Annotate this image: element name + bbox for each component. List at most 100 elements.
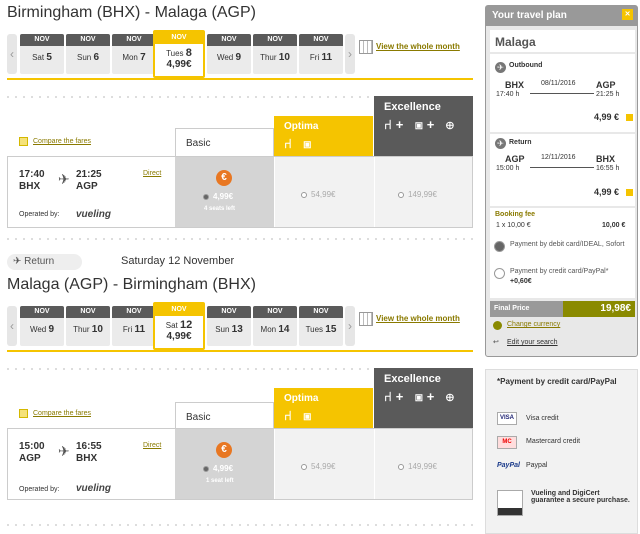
compare-fares-link[interactable]: Compare the fares (33, 410, 91, 417)
fare-header-optima[interactable]: Optima ⑁ ▣ (274, 116, 373, 156)
change-currency-link[interactable]: Change currency (507, 321, 561, 328)
digicert-icon (497, 490, 523, 516)
date-cell[interactable]: NOV Sat 5 (20, 34, 64, 74)
date-cell-selected[interactable]: NOV Sat 12 4,99€ (153, 302, 205, 350)
departure-code: BHX (19, 181, 41, 192)
operated-by-label: Operated by: (19, 486, 60, 493)
calendar-icon[interactable] (359, 40, 373, 54)
plane-icon: ✈ (13, 256, 25, 267)
plan-destination: Malaga (490, 30, 635, 52)
direct-link[interactable]: Direct (143, 442, 162, 449)
fare-option-excellence[interactable]: 149,99€ (375, 157, 472, 227)
visa-icon: VISA (497, 412, 517, 425)
back-arrow-icon: ↩ (493, 339, 499, 346)
return-price: 4,99 € (594, 187, 620, 197)
radio-icon[interactable] (494, 268, 505, 279)
prev-dates-arrow[interactable]: ‹ (7, 34, 17, 74)
whole-month-link[interactable]: View the whole month (376, 42, 460, 51)
return-route-title: Malaga (AGP) - Birmingham (BHX) (7, 276, 256, 293)
plane-icon: ✈ (495, 62, 506, 73)
next-dates-arrow[interactable]: › (345, 34, 355, 74)
divider (7, 368, 473, 370)
outbound-route-title: Birmingham (BHX) - Malaga (AGP) (7, 4, 256, 21)
edit-search-link[interactable]: Edit your search (507, 339, 558, 346)
selected-fare-icon: € (216, 170, 232, 186)
date-cell[interactable]: NOV Thur 10 (66, 306, 110, 346)
close-icon[interactable]: ✕ (622, 9, 633, 20)
final-price-bar: Final Price 19,98€ (490, 301, 635, 317)
compare-fares-link[interactable]: Compare the fares (33, 138, 91, 145)
arrival-time: 21:25 (76, 169, 102, 180)
prev-dates-arrow[interactable]: ‹ (7, 306, 17, 346)
selected-fare-icon: € (216, 442, 232, 458)
radio-icon[interactable] (301, 191, 307, 198)
fare-header-basic[interactable]: Basic (175, 128, 274, 156)
date-cell[interactable]: NOV Thur 10 (253, 34, 297, 74)
return-flight-row: 15:00 AGP ✈ 16:55 BHX Direct Operated by… (7, 428, 473, 500)
date-cell[interactable]: NOV Fri 11 (112, 306, 156, 346)
departure-time: 17:40 (19, 169, 45, 180)
plan-booking-fee: Booking fee 1 x 10,00 € 10,00 € Payment … (490, 208, 635, 298)
currency-icon (493, 321, 502, 330)
fare-header-excellence[interactable]: Excellence ⑁+ ▣+ ⊕ (374, 368, 473, 428)
seat-luggage-icons: ⑁ ▣ (284, 136, 316, 151)
seats-left: 1 seat left (206, 478, 234, 484)
radio-icon[interactable] (398, 463, 404, 470)
date-cell[interactable]: NOV Wed 9 (20, 306, 64, 346)
radio-icon[interactable] (203, 193, 209, 200)
carrier-logo: vueling (76, 209, 112, 220)
fare-option-optima[interactable]: 54,99€ (275, 429, 374, 499)
whole-month-link[interactable]: View the whole month (376, 314, 460, 323)
plane-icon: ✈ (495, 138, 506, 149)
travel-plan-header: Your travel plan ✕ (486, 6, 637, 26)
date-cell[interactable]: NOV Fri 11 (299, 34, 343, 74)
radio-icon[interactable] (203, 465, 209, 472)
outbound-price: 4,99 € (594, 112, 620, 122)
seat-luggage-icons: ⑁+ ▣+ ⊕ (384, 389, 458, 404)
divider (7, 238, 473, 240)
date-cell-selected[interactable]: NOV Tues 8 4,99€ (153, 30, 205, 78)
fare-option-optima[interactable]: 54,99€ (275, 157, 374, 227)
fare-header-optima[interactable]: Optima ⑁ ▣ (274, 388, 373, 428)
date-cell[interactable]: NOV Sun 6 (66, 34, 110, 74)
payment-info-box: *Payment by credit card/PayPal VISA Visa… (485, 369, 638, 534)
radio-icon[interactable] (494, 241, 505, 252)
departure-time: 15:00 (19, 441, 45, 452)
final-price: 19,98€ (563, 301, 635, 317)
plane-icon: ✈ (58, 443, 70, 459)
fare-header-basic[interactable]: Basic (175, 402, 274, 428)
paypal-icon: PayPal (497, 462, 520, 469)
radio-icon[interactable] (398, 191, 404, 198)
divider (7, 350, 473, 352)
fare-header-excellence[interactable]: Excellence ⑁+ ▣+ ⊕ (374, 96, 473, 156)
radio-icon[interactable] (301, 463, 307, 470)
calendar-icon[interactable] (359, 312, 373, 326)
operated-by-label: Operated by: (19, 211, 60, 218)
date-cell[interactable]: NOV Mon 14 (253, 306, 297, 346)
date-cell[interactable]: NOV Wed 9 (207, 34, 251, 74)
next-dates-arrow[interactable]: › (345, 306, 355, 346)
date-cell[interactable]: NOV Sun 13 (207, 306, 251, 346)
date-cell[interactable]: NOV Mon 7 (112, 34, 156, 74)
arrival-code: AGP (76, 181, 98, 192)
departure-code: AGP (19, 453, 41, 464)
divider (7, 524, 473, 526)
outbound-flight-row: 17:40 BHX ✈ 21:25 AGP Direct Operated by… (7, 156, 473, 228)
carrier-logo: vueling (76, 483, 112, 494)
direct-link[interactable]: Direct (143, 170, 162, 177)
plane-icon: ✈ (58, 171, 70, 187)
fare-option-excellence[interactable]: 149,99€ (375, 429, 472, 499)
mastercard-icon: MC (497, 436, 517, 449)
plan-return: ✈ Return AGP 12/11/2016 BHX 15:00 h 16:5… (490, 134, 635, 206)
fare-option-basic[interactable]: € 4,99€ 1 seat left (175, 429, 274, 499)
seat-luggage-icons: ⑁ ▣ (284, 408, 316, 423)
arrow-icon[interactable] (626, 114, 633, 121)
arrival-time: 16:55 (76, 441, 102, 452)
date-cell[interactable]: NOV Tues 15 (299, 306, 343, 346)
arrow-icon[interactable] (626, 189, 633, 196)
return-button[interactable]: ✈ Return (7, 254, 82, 270)
plan-outbound: ✈ Outbound BHX 08/11/2016 AGP 17:40 h 21… (490, 54, 635, 132)
fare-option-basic[interactable]: € 4,99€ 4 seats left (175, 157, 274, 227)
arrival-code: BHX (76, 453, 98, 464)
divider (7, 96, 473, 98)
